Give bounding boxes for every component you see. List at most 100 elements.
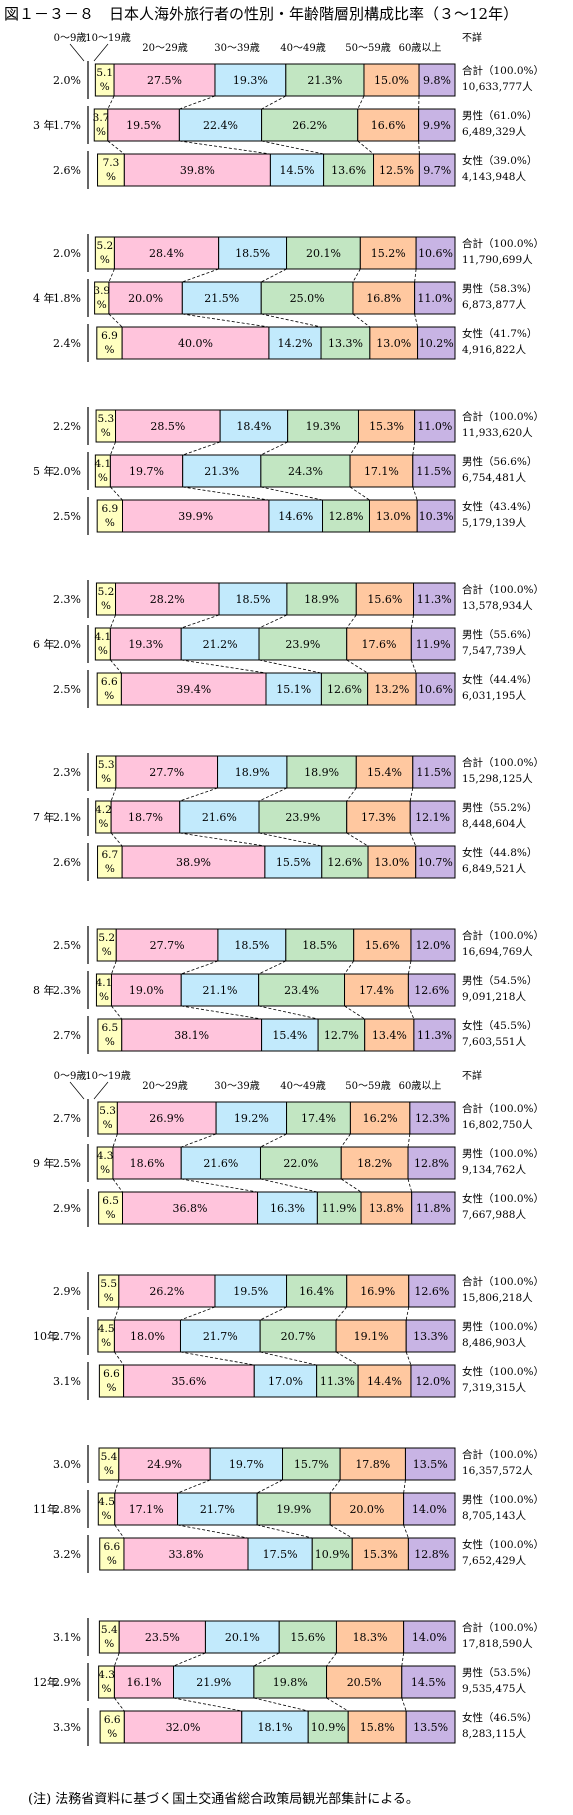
bar-4-1-2 <box>110 800 181 834</box>
seg-pct-5-1-1: % <box>99 991 109 1003</box>
bar-5-1-6 <box>407 973 456 1007</box>
seg-label-7-1-1: 4.5 <box>98 1323 115 1335</box>
age0-value-3-2: 2.5% <box>53 683 81 696</box>
connector-7-0-2 <box>114 1306 120 1321</box>
connector-1-0-6 <box>414 268 417 283</box>
age0-value-0-2: 2.6% <box>53 164 81 177</box>
seg-label-8-1-1: 4.5 <box>98 1496 115 1508</box>
seg-label-2-0-2: 28.5% <box>150 420 185 433</box>
connector-6-1-6 <box>407 1178 413 1193</box>
seg-label-9-2-5: 15.8% <box>360 1721 395 1734</box>
seg-label-6-1-2: 18.6% <box>130 1157 165 1170</box>
age0-value-7-1: 2.7% <box>53 1330 81 1343</box>
seg-label-6-2-2: 36.8% <box>173 1202 208 1215</box>
bar-7-2-2 <box>123 1364 255 1398</box>
seg-label-0-0-3: 19.3% <box>233 74 268 87</box>
bar-1-1-5 <box>352 281 416 315</box>
row-label-0-1: 男性（61.0%） <box>462 109 537 122</box>
connector-6-0-6 <box>407 1133 411 1148</box>
seg-label-6-0-2: 26.9% <box>149 1112 184 1125</box>
seg-label-3-1-1: 4.1 <box>95 631 112 643</box>
seg-label-9-2-6: 13.5% <box>413 1721 448 1734</box>
age-header-leader-1 <box>93 43 109 62</box>
bar-7-1-2 <box>113 1319 181 1353</box>
seg-label-9-0-6: 14.0% <box>412 1631 447 1644</box>
seg-label-7-2-2: 35.6% <box>171 1375 206 1388</box>
seg-label-2-1-5: 17.1% <box>364 465 399 478</box>
bar-4-0-2 <box>115 755 219 789</box>
connector-4-0-2 <box>110 787 117 802</box>
bar-5-2-6 <box>413 1018 456 1052</box>
row-label-0-2: 女性（39.0%） <box>462 154 537 167</box>
seg-label-9-0-5: 18.3% <box>353 1631 388 1644</box>
bar-2-2-6 <box>416 499 456 533</box>
age0-value-7-2: 3.1% <box>53 1375 81 1388</box>
seg-pct-3-1-1: % <box>98 645 108 657</box>
bar-6-1-4 <box>259 1146 342 1180</box>
connector-9-0-6 <box>401 1652 405 1667</box>
connector-8-0-2 <box>114 1479 120 1494</box>
connector-9-1-4 <box>253 1697 309 1712</box>
bar-9-1-5 <box>326 1665 403 1699</box>
row-label-2-2: 女性（43.4%） <box>462 500 537 513</box>
age0-value-3-1: 2.0% <box>53 638 81 651</box>
age-header-0: 0～9歳 <box>54 32 87 44</box>
row-count-5-1: 9,091,218人 <box>462 991 526 1003</box>
bar-8-1-2 <box>114 1492 179 1526</box>
seg-label-5-0-4: 18.5% <box>302 939 337 952</box>
connector-5-1-6 <box>408 1005 415 1020</box>
seg-label-9-1-5: 20.5% <box>347 1676 382 1689</box>
connector-8-1-4 <box>257 1524 313 1539</box>
bar-8-2-4 <box>311 1537 353 1571</box>
bar-4-2-2 <box>121 845 266 879</box>
row-label-4-1: 男性（55.2%） <box>462 801 537 814</box>
seg-label-2-2-4: 12.8% <box>329 510 364 523</box>
row-label-5-0: 合計（100.0%） <box>462 929 544 942</box>
seg-label-8-2-3: 17.5% <box>263 1548 298 1561</box>
age-header-2: 20～29歳 <box>142 42 187 54</box>
bar-3-2-6 <box>415 672 456 706</box>
bar-7-2-3 <box>253 1364 318 1398</box>
seg-label-6-1-6: 12.8% <box>414 1157 449 1170</box>
bar-9-1-4 <box>253 1665 328 1699</box>
seg-pct-1-1-1: % <box>97 299 107 311</box>
seg-label-0-0-2: 27.5% <box>147 74 182 87</box>
connector-2-0-4 <box>260 441 288 456</box>
age-header-leader-1 <box>93 1081 109 1100</box>
connector-5-1-4 <box>258 1005 319 1020</box>
bar-8-1-3 <box>177 1492 258 1526</box>
bar-0-2-4 <box>323 153 375 187</box>
age0-value-1-1: 1.8% <box>53 292 81 305</box>
connector-4-1-6 <box>409 832 417 847</box>
seg-label-5-2-6: 11.3% <box>417 1029 452 1042</box>
bar-8-1-4 <box>256 1492 331 1526</box>
seg-pct-4-2-1: % <box>105 863 115 875</box>
bar-1-2-2 <box>121 326 270 360</box>
seg-pct-5-0-1: % <box>102 946 112 958</box>
seg-label-4-0-3: 18.9% <box>235 766 270 779</box>
age0-value-5-1: 2.3% <box>53 984 81 997</box>
connector-4-1-2 <box>110 832 123 847</box>
bar-5-2-3 <box>261 1018 319 1052</box>
age0-value-2-1: 2.0% <box>53 465 81 478</box>
age0-value-5-2: 2.7% <box>53 1029 81 1042</box>
connector-1-1-6 <box>414 313 418 328</box>
connector-5-1-3 <box>181 1005 262 1020</box>
connector-2-1-5 <box>349 486 370 501</box>
bar-9-0-6 <box>403 1620 456 1654</box>
seg-label-5-2-2: 38.1% <box>174 1029 209 1042</box>
seg-pct-9-0-1: % <box>104 1638 114 1650</box>
row-count-8-2: 7,652,429人 <box>462 1555 526 1567</box>
bar-2-1-6 <box>412 454 456 488</box>
seg-label-8-2-5: 15.3% <box>363 1548 398 1561</box>
seg-label-1-1-1: 3.9 <box>93 285 110 297</box>
row-label-1-0: 合計（100.0%） <box>462 237 544 250</box>
row-label-2-1: 男性（56.6%） <box>462 455 537 468</box>
row-label-9-0: 合計（100.0%） <box>462 1621 544 1634</box>
bar-2-0-4 <box>287 409 359 443</box>
connector-3-0-2 <box>110 614 116 629</box>
seg-label-1-1-5: 16.8% <box>366 292 401 305</box>
bar-8-0-4 <box>282 1447 341 1481</box>
bar-0-1-2 <box>107 108 180 142</box>
bar-9-2-6 <box>405 1710 456 1744</box>
